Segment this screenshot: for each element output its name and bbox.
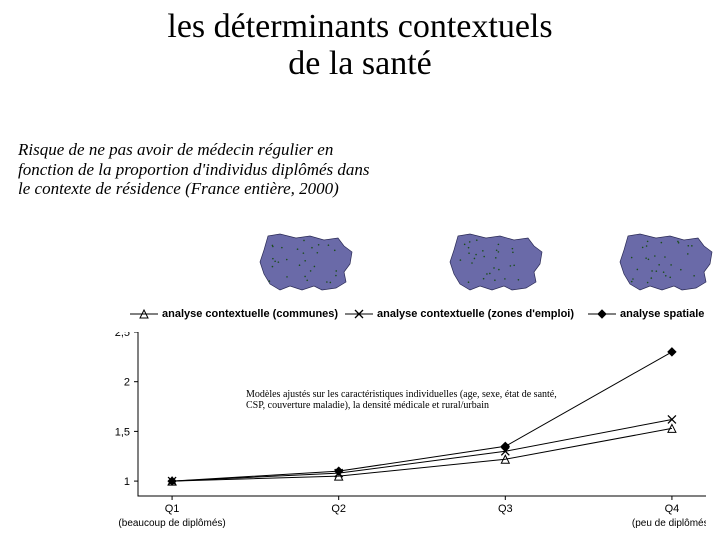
france-map-3 (610, 230, 720, 294)
line-chart: 1 1,5 2 2,5 Q1 Q2 Q3 Q4 (beaucoup de diplômés) (p… (98, 332, 706, 532)
chart-description: Risque de ne pas avoir de médecin réguli… (18, 140, 378, 199)
series-marker (668, 415, 676, 423)
y-tick-label: 2 (124, 377, 130, 389)
map-row (0, 230, 720, 298)
series-line (172, 419, 672, 481)
legend-item: analyse contextuelle (zones d'emploi) (345, 308, 574, 320)
legend-label: analyse spatiale (620, 308, 704, 320)
y-tick-label: 1 (124, 476, 130, 488)
slide-title: les déterminants contextuels de la santé (0, 8, 720, 83)
series-marker (668, 348, 676, 356)
x-tick-label: Q4 (665, 503, 680, 515)
y-tick-label: 2,5 (115, 332, 130, 339)
legend-label: analyse contextuelle (communes) (162, 308, 338, 320)
x-tick-label: Q2 (331, 503, 346, 515)
series-line (172, 428, 672, 481)
y-tick-label: 1,5 (115, 426, 130, 438)
x-sublabel-right: (peu de diplômés) (632, 518, 706, 529)
france-map-2 (440, 230, 550, 294)
legend-item: analyse spatiale (588, 308, 704, 320)
legend-label: analyse contextuelle (zones d'emploi) (377, 308, 574, 320)
x-sublabel-left: (beaucoup de diplômés) (118, 518, 225, 529)
series-marker (335, 467, 343, 475)
x-tick-label: Q3 (498, 503, 513, 515)
title-line-2: de la santé (288, 45, 432, 82)
legend-item: analyse contextuelle (communes) (130, 308, 338, 320)
series-marker (668, 424, 676, 432)
chart-legend: analyse contextuelle (communes) analyse c… (130, 308, 700, 324)
title-line-1: les déterminants contextuels (167, 8, 552, 45)
france-map-1 (250, 230, 360, 294)
x-tick-label: Q1 (165, 503, 180, 515)
